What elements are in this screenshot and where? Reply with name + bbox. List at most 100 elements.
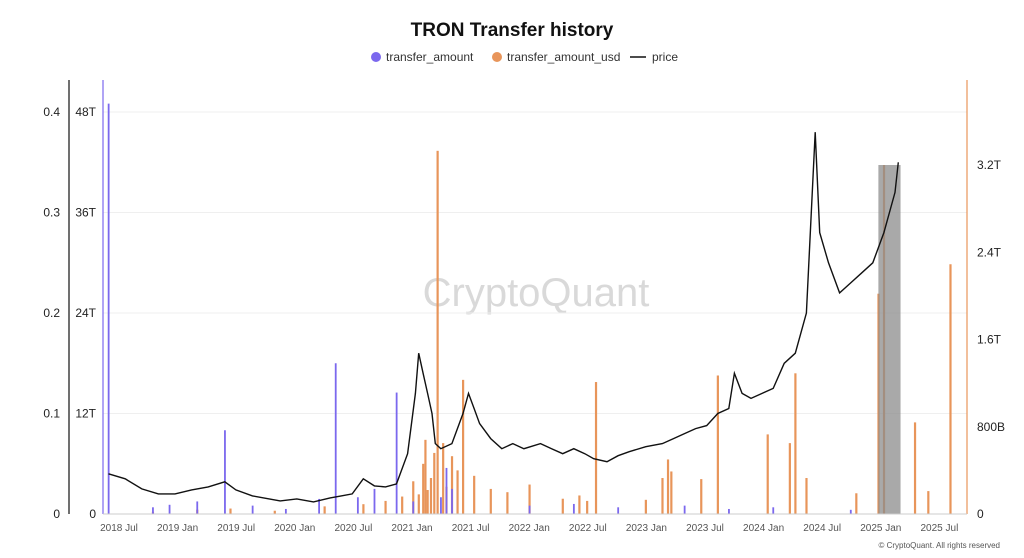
legend-label-transfer-amount: transfer_amount	[386, 50, 474, 64]
bar-transfer-amount	[152, 507, 154, 514]
bar-transfer-amount-usd	[661, 478, 664, 514]
copyright: © CryptoQuant. All rights reserved	[879, 541, 1001, 550]
highlight-band	[878, 165, 901, 514]
bar-transfer-amount-usd	[716, 375, 719, 514]
bar-transfer-amount-usd	[561, 498, 564, 514]
bar-transfer-amount	[683, 505, 686, 514]
amount-tick-label: 0	[89, 507, 96, 521]
x-tick-label: 2021 Jan	[391, 523, 432, 534]
bar-transfer-amount-usd	[913, 422, 917, 514]
bar-transfer-amount	[196, 501, 199, 514]
price-tick-label: 0.4	[43, 105, 60, 119]
usd-tick-label: 2.4T	[977, 245, 1002, 259]
x-tick-label: 2022 Jan	[509, 523, 550, 534]
bar-transfer-amount-usd	[436, 150, 439, 514]
bar-transfer-amount	[445, 467, 448, 514]
watermark: CryptoQuant	[423, 271, 650, 315]
x-tick-label: 2025 Jan	[860, 523, 901, 534]
bar-transfer-amount-usd	[422, 463, 425, 514]
bar-transfer-amount	[451, 488, 453, 514]
bar-transfer-amount	[168, 504, 171, 514]
price-tick-label: 0.3	[43, 206, 60, 220]
legend-label-price: price	[652, 50, 678, 64]
bar-transfer-amount-usd	[473, 475, 476, 514]
bar-transfer-amount-usd	[442, 443, 445, 514]
grid	[103, 111, 967, 414]
amount-tick-label: 36T	[75, 206, 96, 220]
bar-transfer-amount-usd	[855, 493, 858, 514]
price-tick-label: 0.2	[43, 306, 60, 320]
bar-transfer-amount-usd	[805, 478, 808, 514]
price-axis-ticks: 0 0.1 0.2 0.3 0.4	[43, 105, 60, 521]
bar-transfer-amount-usd	[506, 492, 509, 514]
bar-transfer-amount-usd	[456, 470, 459, 514]
bar-transfer-amount-usd	[426, 490, 429, 514]
usd-axis-ticks: 0 800B 1.6T 2.4T 3.2T	[977, 158, 1005, 521]
bar-transfer-amount	[224, 430, 226, 514]
bar-transfer-amount-usd	[949, 264, 952, 514]
bar-transfer-amount	[412, 501, 415, 514]
bar-transfer-amount-usd	[462, 379, 465, 514]
amount-tick-label: 24T	[75, 306, 96, 320]
bar-transfer-amount-usd	[401, 496, 404, 514]
x-tick-label: 2018 Jul	[100, 523, 138, 534]
bar-transfer-amount	[284, 508, 287, 514]
x-tick-label: 2025 Jul	[920, 523, 958, 534]
x-axis-ticks: 2018 Jul 2019 Jan 2019 Jul 2020 Jan 2020 Jul…	[100, 523, 958, 534]
bar-transfer-amount	[528, 505, 531, 514]
amount-axis-ticks: 0 12T 24T 36T 48T	[75, 105, 96, 521]
x-tick-label: 2020 Jul	[334, 523, 372, 534]
bar-transfer-amount	[395, 392, 398, 514]
usd-tick-label: 3.2T	[977, 158, 1002, 172]
bar-transfer-amount-usd	[644, 499, 647, 514]
bar-transfer-amount-usd	[766, 434, 769, 514]
bar-transfer-amount-usd	[412, 481, 415, 514]
x-tick-label: 2021 Jul	[452, 523, 490, 534]
bar-transfer-amount	[572, 503, 575, 514]
bar-transfer-amount-usd	[670, 471, 673, 514]
bar-transfer-amount-usd	[384, 500, 387, 514]
bar-transfer-amount-usd	[489, 488, 492, 514]
legend: transfer_amount transfer_amount_usd pric…	[371, 50, 678, 64]
bar-transfer-amount-usd	[323, 506, 326, 514]
x-tick-label: 2019 Jul	[217, 523, 255, 534]
bar-transfer-amount-usd	[578, 495, 581, 514]
chart-title: TRON Transfer history	[411, 20, 614, 41]
x-tick-label: 2023 Jul	[686, 523, 724, 534]
bar-transfer-amount-usd	[424, 439, 427, 514]
x-tick-label: 2024 Jul	[803, 523, 841, 534]
legend-dot-transfer-amount-usd	[492, 52, 502, 62]
bar-transfer-amount	[251, 505, 254, 514]
x-tick-label: 2019 Jan	[157, 523, 198, 534]
bar-transfer-amount-usd	[594, 382, 598, 514]
bar-transfer-amount-usd	[794, 373, 797, 514]
bar-transfer-amount	[849, 509, 852, 514]
bar-transfer-amount-usd	[586, 500, 589, 514]
bar-transfer-amount	[356, 497, 359, 514]
bar-transfer-amount-usd	[700, 479, 703, 514]
bar-transfer-amount-usd	[788, 443, 791, 514]
legend-dot-transfer-amount	[371, 52, 381, 62]
bar-transfer-amount-usd	[229, 508, 232, 514]
x-tick-label: 2022 Jul	[569, 523, 607, 534]
bar-transfer-amount-usd	[450, 456, 454, 514]
usd-tick-label: 800B	[977, 420, 1005, 434]
legend-label-transfer-amount-usd: transfer_amount_usd	[507, 50, 620, 64]
price-tick-label: 0	[53, 507, 60, 521]
bar-transfer-amount	[440, 497, 442, 514]
amount-tick-label: 48T	[75, 105, 96, 119]
bar-transfer-amount	[334, 363, 337, 514]
x-tick-label: 2024 Jan	[743, 523, 784, 534]
usd-tick-label: 0	[977, 507, 984, 521]
price-line	[108, 132, 899, 503]
bars-transfer-amount	[107, 103, 852, 514]
bar-transfer-amount	[107, 103, 110, 514]
x-tick-label: 2020 Jan	[274, 523, 315, 534]
usd-tick-label: 1.6T	[977, 333, 1002, 347]
bar-transfer-amount-usd	[927, 491, 930, 514]
bar-transfer-amount-usd	[362, 504, 365, 514]
bar-transfer-amount-usd	[528, 484, 531, 514]
bar-transfer-amount	[318, 498, 320, 514]
bar-transfer-amount	[617, 507, 620, 514]
